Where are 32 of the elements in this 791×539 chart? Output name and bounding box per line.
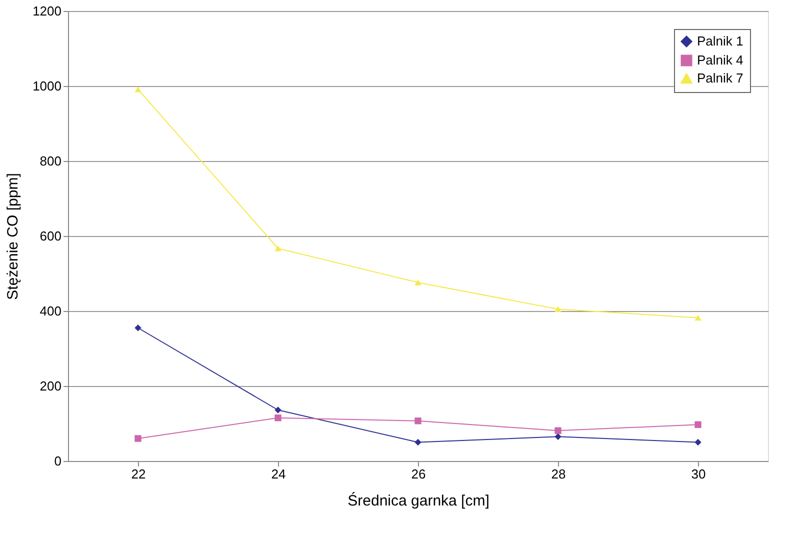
y-tick-label: 1000 [32,78,62,94]
legend-label: Palnik 1 [697,34,744,48]
point [274,414,282,422]
point [134,435,142,442]
point [134,324,142,332]
point [554,306,562,312]
point [694,438,702,446]
point [134,86,142,92]
point [554,427,562,434]
legend-label: Palnik 7 [697,70,744,86]
x-tick-label: 28 [551,466,566,482]
x-tick-label: 26 [411,466,426,482]
point [414,438,422,446]
legend-label: Palnik 4 [697,52,744,68]
y-tick-label: 600 [40,228,62,244]
point [694,421,702,428]
y-tick-label: 800 [40,154,62,168]
y-tick-label: 1200 [32,4,62,18]
x-tick-label: 24 [271,466,286,482]
y-tick-label: 200 [40,378,62,394]
y-tick-label: 400 [40,304,62,318]
point [414,280,422,286]
x-axis-title: Średnica garnka [cm] [348,492,490,510]
y-axis-title: Stężenie CO [ppm] [4,173,22,300]
point [694,314,702,321]
point [414,418,422,424]
point [554,433,562,440]
y-tick-label: 0 [54,454,62,468]
x-tick-label: 30 [691,466,706,482]
point [274,406,282,414]
point [274,245,282,252]
x-tick-label: 22 [131,466,146,482]
